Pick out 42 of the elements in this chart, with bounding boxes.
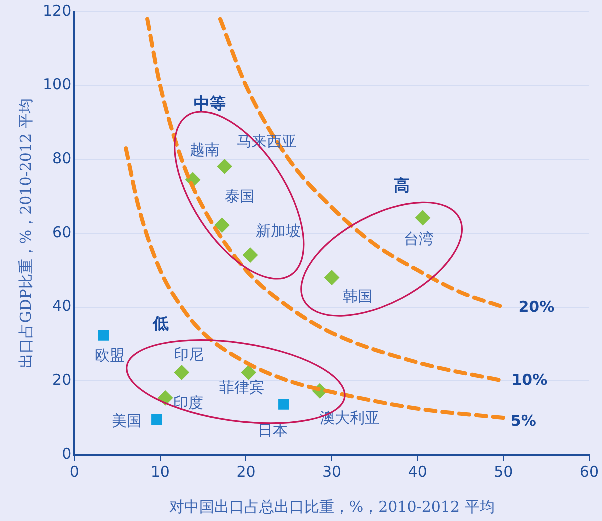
annotation: 菲律宾 — [219, 378, 264, 397]
point — [415, 210, 430, 226]
annotation: 低 — [152, 314, 169, 334]
annotation: 美国 — [112, 412, 142, 430]
x-tick-label: 50 — [494, 462, 514, 481]
annotation: 欧盟 — [94, 346, 125, 364]
annotation: 印尼 — [174, 346, 204, 364]
point — [98, 330, 110, 341]
annotation: 新加坡 — [256, 222, 302, 240]
y-tick-label: 20 — [52, 371, 72, 390]
point — [217, 159, 232, 174]
annotation: 日本 — [258, 421, 288, 440]
point — [214, 218, 230, 233]
point — [324, 270, 340, 286]
x-axis-title: 对中国出口占总出口比重，%，2010-2012 平均 — [169, 498, 495, 516]
point — [278, 398, 290, 410]
x-tick-label: 40 — [408, 462, 428, 481]
point — [241, 365, 256, 380]
annotation: 台湾 — [404, 230, 434, 248]
y-tick-label: 0 — [62, 444, 72, 463]
annotation: 20% — [518, 298, 555, 316]
annotation: 高 — [394, 176, 410, 196]
x-tick-label: 20 — [236, 462, 256, 481]
y-tick-label: 120 — [42, 2, 72, 20]
x-tick-label: 60 — [580, 462, 600, 481]
annotation: 韩国 — [343, 288, 374, 306]
y-tick-label: 80 — [52, 150, 72, 168]
point — [174, 365, 190, 380]
y-axis-title: 出口占GDP比重，%，2010-2012 平均 — [16, 98, 35, 368]
y-tick-label: 60 — [52, 223, 72, 242]
annotation: 10% — [512, 371, 548, 390]
annotation: 印度 — [174, 394, 204, 412]
annotation: 中等 — [194, 94, 226, 114]
y-tick-label: 40 — [52, 297, 72, 316]
point — [243, 248, 258, 263]
point — [152, 414, 162, 426]
y-tick-label: 100 — [42, 76, 72, 94]
annotation: 5% — [510, 412, 536, 430]
annotation: 越南 — [190, 140, 220, 159]
x-tick-label: 10 — [150, 462, 170, 481]
annotation: 泰国 — [225, 187, 256, 206]
x-tick-label: 30 — [322, 462, 342, 481]
